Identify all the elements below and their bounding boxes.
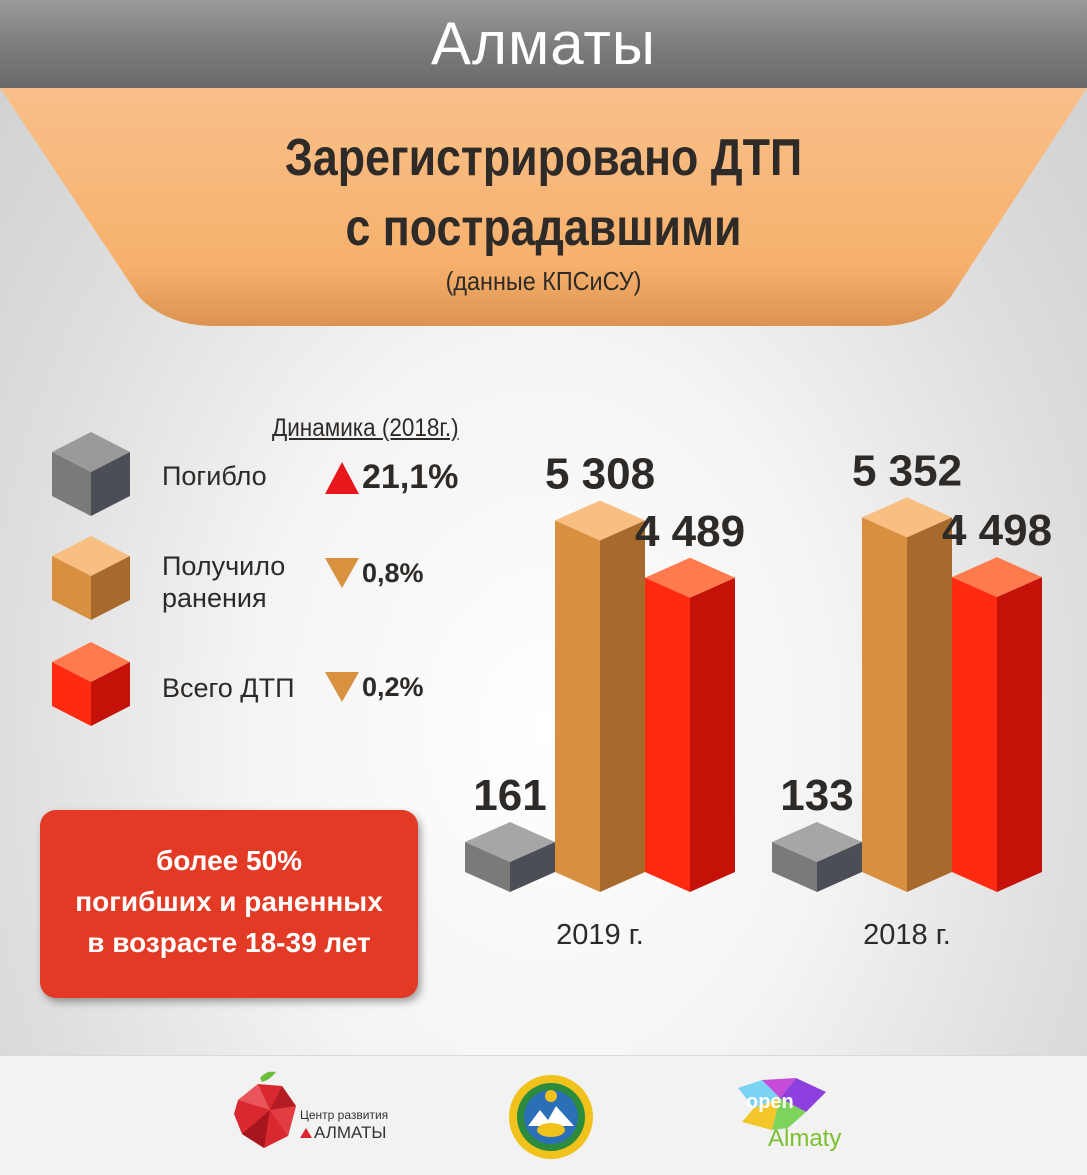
logo1-line2: АЛМАТЫ [314, 1123, 387, 1142]
source-note: (данные КПСиСУ) [445, 266, 642, 296]
bar-side [997, 577, 1042, 892]
data-label: 161 [473, 771, 546, 820]
data-label: 4 498 [942, 506, 1052, 555]
bar-0-1 [772, 822, 862, 892]
bar-1-1 [862, 497, 952, 892]
bar-2-0 [645, 557, 735, 892]
footer: Центр развития АЛМАТЫ open Almaty [0, 1055, 1087, 1175]
logo1-line1: Центр развития [300, 1108, 389, 1122]
bar-1-0 [555, 500, 645, 892]
title-banner [0, 88, 1087, 326]
data-label: 4 489 [635, 507, 745, 556]
page-title-line2: с пострадавшими [345, 199, 742, 257]
triangle-down-icon [325, 558, 359, 588]
almaty-development-center-logo [234, 1071, 296, 1148]
bar-side [907, 517, 952, 892]
logo3-line2: Almaty [768, 1125, 842, 1152]
bar-side [690, 577, 735, 892]
legend-label: Погибло [162, 461, 267, 491]
legend-item-total: Всего ДТП 0,2% [50, 642, 490, 732]
bar-top [862, 497, 952, 538]
legend-change: 21,1% [362, 458, 459, 496]
city-emblem-logo [509, 1075, 593, 1159]
bar-side [600, 520, 645, 892]
logo3-line1: open [746, 1091, 794, 1113]
age-note-text: более 50% погибших и раненных в возрасте… [75, 845, 383, 958]
legend-label: Всего ДТП [162, 673, 295, 703]
cube-icon-gray [52, 432, 130, 516]
triangle-up-icon [325, 462, 359, 494]
category-label: 2018 г. [863, 919, 951, 951]
category-label: 2019 г. [556, 919, 644, 951]
triangle-down-icon [325, 672, 359, 702]
dynamics-title: Динамика (2018г.) [272, 414, 459, 442]
bar-side [817, 842, 862, 892]
bar-2-1 [952, 557, 1042, 892]
bar-front [772, 842, 817, 892]
bar-front [465, 842, 510, 892]
bar-front [555, 520, 600, 892]
city-title: Алматы [431, 10, 656, 77]
bar-chart: 161 5 308 4 489 2019 г. 133 5 352 4 498 2018 г. [465, 446, 1052, 951]
open-almaty-logo-shape [738, 1078, 826, 1130]
triangle-icon [300, 1128, 312, 1138]
data-label: 5 308 [545, 449, 655, 498]
bar-top [645, 557, 735, 598]
bar-top [952, 557, 1042, 598]
cube-icon-orange [52, 536, 130, 620]
bar-front [645, 577, 690, 892]
bar-front [952, 577, 997, 892]
legend-label: Получило ранения [162, 551, 286, 613]
bar-0-0 [465, 822, 555, 892]
bar-side [510, 842, 555, 892]
page-title-line1: Зарегистрировано ДТП [284, 129, 803, 187]
legend-item-injured: Получило ранения 0,8% [50, 536, 490, 626]
data-label: 133 [780, 771, 853, 820]
age-note-box: более 50% погибших и раненных в возрасте… [40, 810, 418, 998]
bar-front [862, 517, 907, 892]
legend-change: 0,2% [362, 672, 424, 702]
legend-item-killed: Погибло 21,1% [50, 432, 490, 522]
cube-icon-red [52, 642, 130, 726]
header-bar: Алматы [0, 0, 1087, 88]
data-label: 5 352 [852, 446, 962, 495]
legend-change: 0,8% [362, 558, 424, 588]
